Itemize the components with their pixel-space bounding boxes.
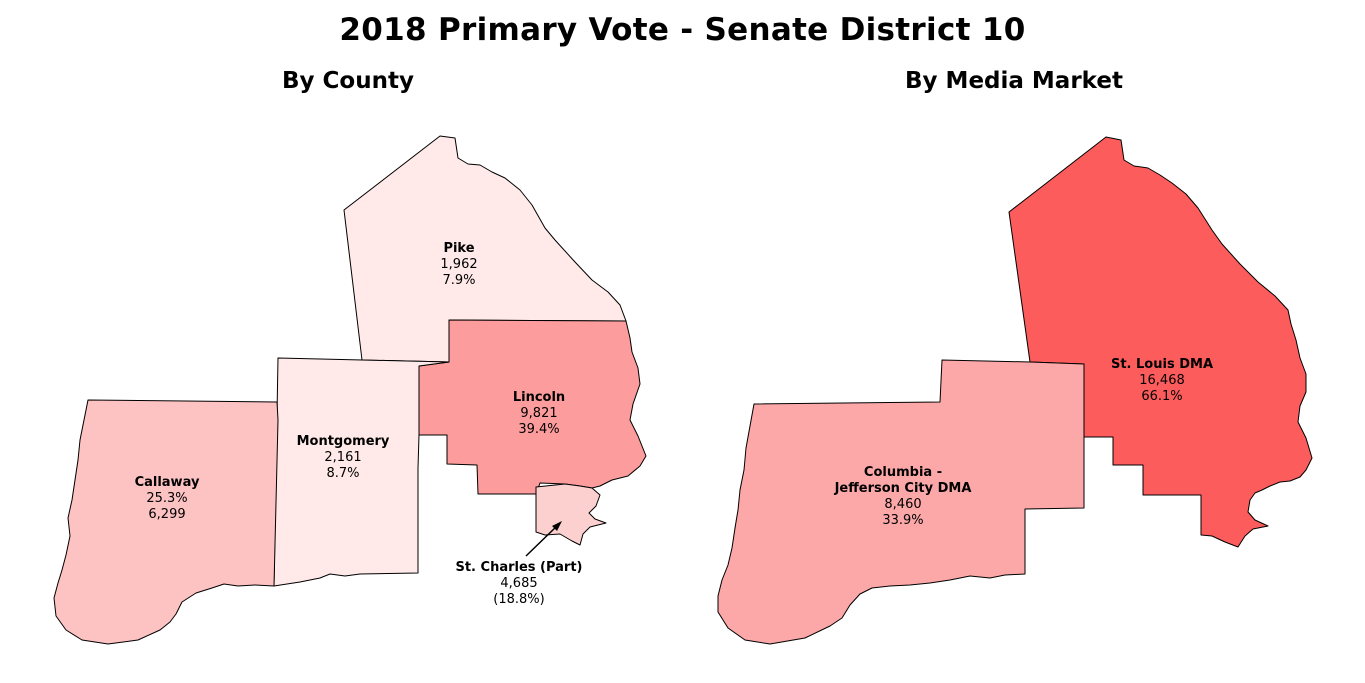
county-lincoln[interactable] — [418, 319, 647, 495]
lincoln-name: Lincoln — [513, 390, 565, 405]
st-louis-name: St. Louis DMA — [1111, 357, 1213, 372]
media-market-map: St. Louis DMA 16,468 66.1% Columbia - Je… — [717, 136, 1313, 645]
label-pike: Pike 1,962 7.9% — [440, 241, 477, 288]
montgomery-percent: 8.7% — [326, 466, 359, 481]
st-charles-arrow — [525, 524, 559, 557]
columbia-percent: 33.9% — [882, 513, 923, 528]
columbia-name-line2: Jefferson City DMA — [834, 481, 972, 496]
label-st-louis: St. Louis DMA 16,468 66.1% — [1111, 357, 1213, 404]
callaway-percent: 25.3% — [146, 491, 187, 506]
st-charles-percent: (18.8%) — [493, 592, 544, 607]
pike-votes: 1,962 — [440, 257, 477, 272]
label-lincoln: Lincoln 9,821 39.4% — [513, 390, 565, 437]
market-st-louis[interactable] — [1008, 136, 1313, 548]
lincoln-percent: 39.4% — [518, 422, 559, 437]
label-st-charles: St. Charles (Part) 4,685 (18.8%) — [455, 560, 582, 607]
market-columbia-jefferson-city[interactable] — [717, 359, 1085, 645]
montgomery-votes: 2,161 — [324, 450, 361, 465]
st-charles-votes: 4,685 — [500, 576, 537, 591]
pike-percent: 7.9% — [442, 273, 475, 288]
st-charles-name: St. Charles (Part) — [455, 560, 582, 575]
arrowhead-icon — [552, 521, 562, 531]
county-map: Pike 1,962 7.9% Lincoln 9,821 39.4% Mont… — [53, 135, 647, 645]
columbia-votes: 8,460 — [884, 497, 921, 512]
pike-name: Pike — [443, 241, 474, 256]
columbia-name-line1: Columbia - — [864, 465, 942, 480]
county-callaway[interactable] — [53, 399, 279, 645]
callaway-votes: 6,299 — [148, 507, 185, 522]
callaway-name: Callaway — [135, 475, 200, 490]
montgomery-name: Montgomery — [297, 434, 390, 449]
media-market-map-subtitle: By Media Market — [905, 68, 1123, 94]
lincoln-votes: 9,821 — [520, 406, 557, 421]
county-montgomery[interactable] — [273, 357, 450, 587]
label-columbia: Columbia - Jefferson City DMA 8,460 33.9… — [834, 465, 972, 528]
st-louis-votes: 16,468 — [1139, 373, 1185, 388]
label-montgomery: Montgomery 2,161 8.7% — [297, 434, 390, 481]
page-title: 2018 Primary Vote - Senate District 10 — [339, 12, 1026, 48]
st-louis-percent: 66.1% — [1141, 389, 1182, 404]
label-callaway: Callaway 25.3% 6,299 — [135, 475, 200, 522]
county-map-subtitle: By County — [282, 68, 414, 94]
